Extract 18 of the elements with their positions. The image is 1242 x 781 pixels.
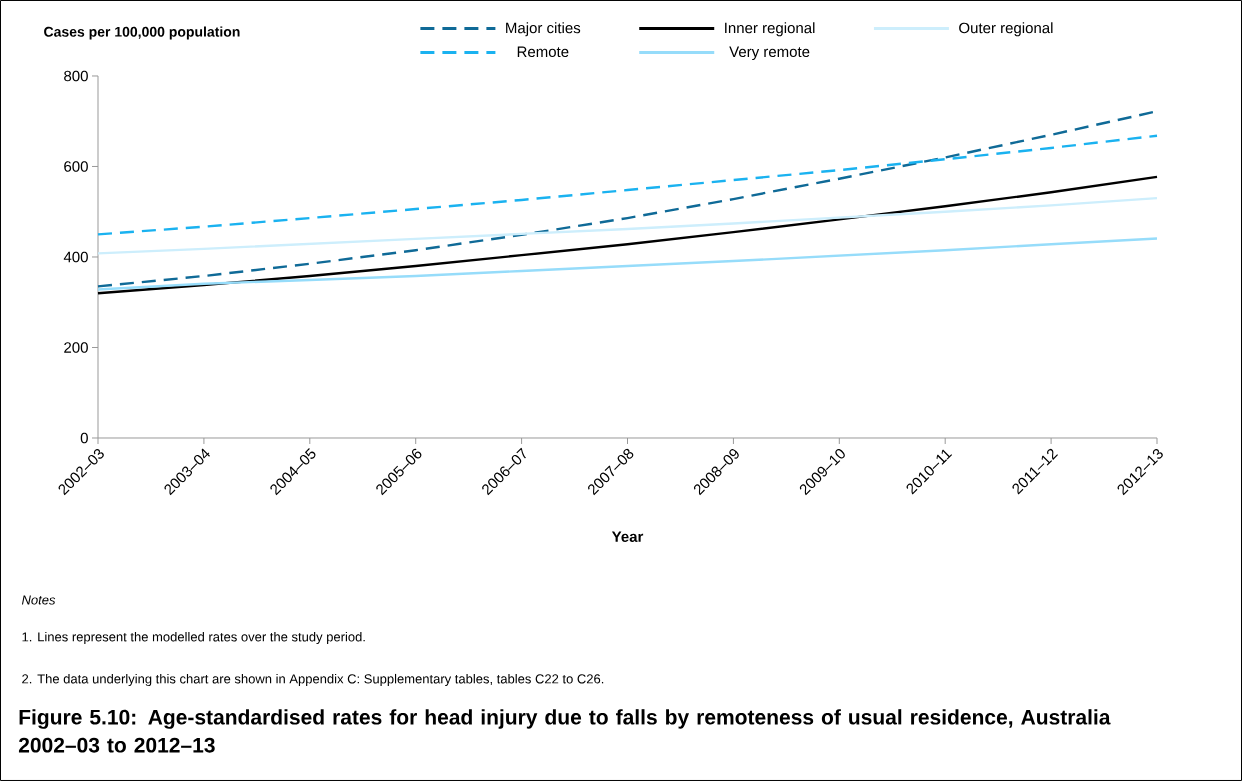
text: Figure 5.10: Age-standardised rates for head injury due to falls by remoteness of usual residence, Australia 2002–03 to 2012–13	[18, 709, 1111, 753]
y-tick-label: 600	[64, 161, 88, 172]
text: 2. The data underlying this chart are shown in Appendix C: Supplementary tables, tables C22 to C26.	[22, 673, 604, 687]
legend-label: Very remote	[729, 46, 810, 61]
y-axis-title: Cases per 100,000 population	[44, 26, 240, 40]
line-series	[96, 134, 1159, 236]
legend-label: Inner regional	[725, 22, 815, 37]
legend-label: Remote	[517, 46, 569, 58]
y-tick-label: 800	[64, 70, 88, 82]
y-tick-label: 0	[80, 432, 88, 444]
legend-label: Major cities	[506, 22, 581, 37]
y-tick-label: 400	[63, 251, 88, 263]
line-series	[96, 175, 1159, 295]
text: 1. Lines represent the modelled rates over the study period.	[22, 631, 365, 645]
text: Notes	[21, 595, 56, 605]
legend-label: Outer regional	[959, 22, 1053, 37]
x-axis-title: Year	[611, 531, 644, 542]
y-tick-label: 200	[64, 342, 88, 353]
